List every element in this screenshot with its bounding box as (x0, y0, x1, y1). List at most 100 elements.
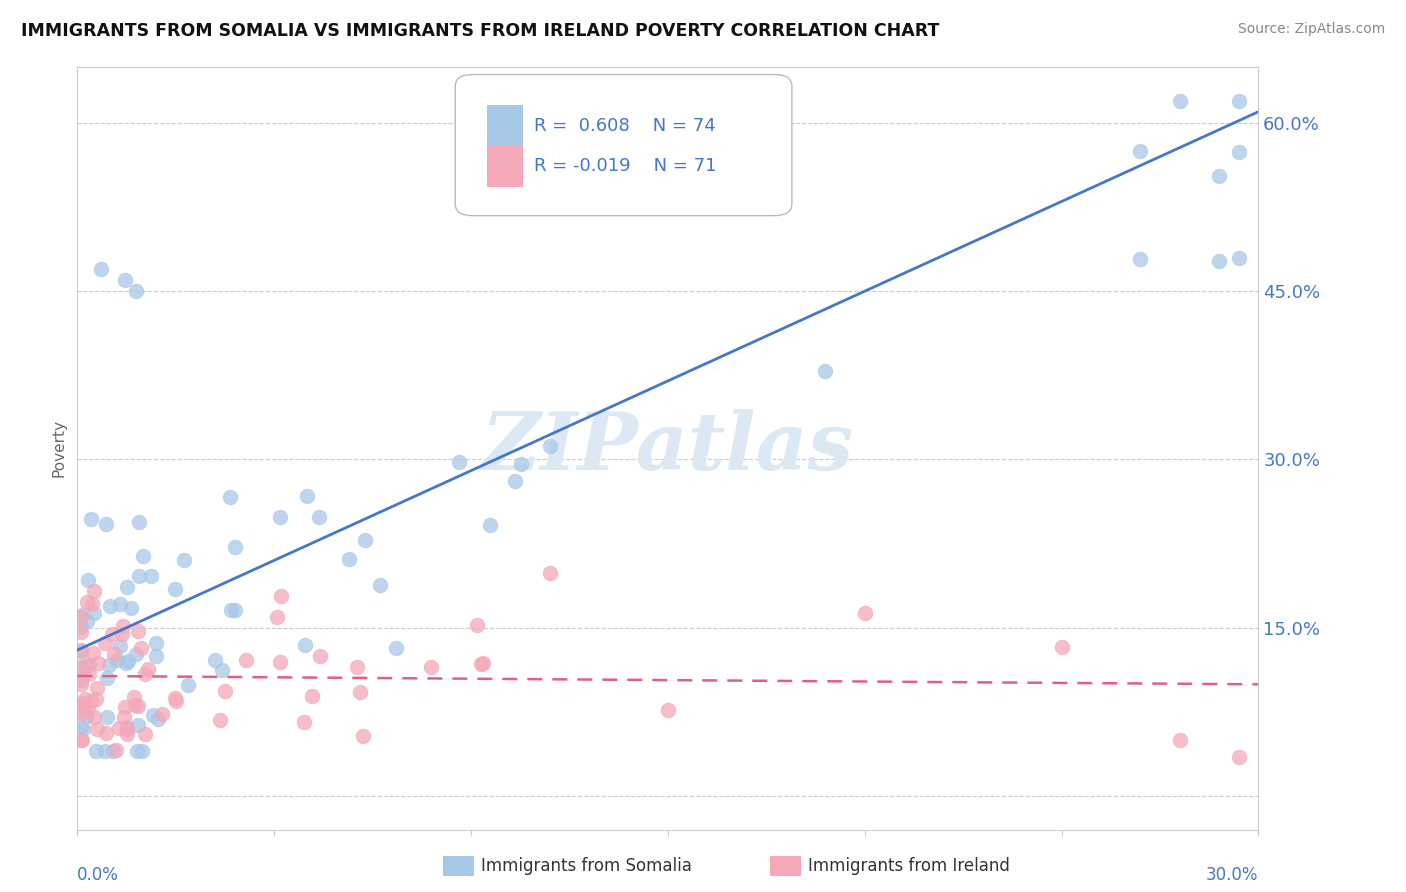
Point (86, 722, 108, 736)
Text: ZIPatlas: ZIPatlas (482, 409, 853, 487)
Point (75, 709, 97, 723)
Point (112, 710, 135, 724)
Point (214, 684, 236, 698)
Point (853, 606, 876, 620)
Point (101, 744, 124, 758)
Point (72, 732, 94, 747)
Point (76, 702, 98, 716)
Point (1050, 640, 1073, 655)
Point (145, 649, 167, 664)
Point (269, 655, 291, 669)
Point (70, 703, 93, 717)
Point (1168, 94, 1191, 108)
Point (84, 744, 107, 758)
Point (349, 685, 371, 699)
Text: 30.0%: 30.0% (1206, 866, 1258, 884)
Point (70, 658, 93, 673)
Point (150, 707, 173, 722)
Point (1208, 169, 1230, 184)
Point (101, 626, 124, 640)
Point (295, 489, 318, 503)
Point (70, 625, 93, 640)
Point (70, 720, 93, 734)
Point (76, 595, 98, 609)
Text: 0.0%: 0.0% (77, 866, 120, 884)
Point (90, 261, 112, 276)
FancyBboxPatch shape (486, 105, 523, 147)
Point (70, 643, 93, 657)
Point (72, 723, 94, 737)
Point (134, 667, 156, 681)
Point (219, 603, 242, 617)
Point (96, 671, 118, 685)
Point (141, 569, 163, 583)
Point (96, 516, 118, 531)
Point (235, 653, 257, 667)
Point (86, 691, 108, 706)
Point (465, 618, 488, 632)
Point (98, 599, 121, 614)
Point (134, 726, 156, 740)
Point (73, 698, 96, 712)
Point (814, 364, 837, 378)
Point (1129, 144, 1152, 158)
Point (510, 457, 533, 471)
Point (104, 743, 127, 757)
Point (146, 712, 169, 726)
Point (145, 636, 167, 650)
Point (93, 744, 115, 758)
Point (98, 658, 121, 673)
Point (125, 744, 148, 758)
Point (108, 597, 131, 611)
Point (77, 667, 100, 681)
Point (131, 744, 153, 758)
Point (83, 710, 105, 724)
Point (352, 730, 374, 744)
FancyBboxPatch shape (486, 145, 523, 187)
Point (419, 660, 441, 674)
Point (82, 646, 104, 660)
Point (368, 577, 391, 591)
Point (87, 656, 110, 670)
Text: R =  0.608    N = 74: R = 0.608 N = 74 (534, 117, 716, 135)
Point (309, 648, 332, 663)
Point (70, 673, 93, 687)
Point (70, 619, 93, 633)
Point (122, 690, 145, 705)
Point (131, 549, 153, 564)
Point (346, 660, 368, 674)
Point (128, 569, 150, 583)
Point (80, 512, 103, 526)
Point (77, 657, 100, 672)
Point (111, 627, 134, 641)
Point (117, 580, 139, 594)
Point (385, 641, 408, 656)
Point (105, 653, 128, 667)
Point (219, 490, 242, 504)
Point (127, 624, 149, 638)
Point (163, 691, 186, 706)
Text: IMMIGRANTS FROM SOMALIA VS IMMIGRANTS FROM IRELAND POVERTY CORRELATION CHART: IMMIGRANTS FROM SOMALIA VS IMMIGRANTS FR… (21, 22, 939, 40)
Point (80, 597, 103, 611)
Point (83, 584, 105, 599)
Point (70, 607, 93, 622)
Text: Source: ZipAtlas.com: Source: ZipAtlas.com (1237, 22, 1385, 37)
Point (1227, 749, 1250, 764)
Point (108, 639, 131, 653)
Point (538, 566, 561, 580)
Point (1227, 94, 1250, 108)
Point (125, 284, 148, 298)
Point (301, 689, 323, 703)
Point (142, 708, 165, 723)
Point (472, 657, 495, 671)
Point (114, 699, 136, 714)
Point (117, 720, 139, 734)
Point (657, 703, 679, 717)
Point (80, 693, 103, 707)
Point (125, 647, 148, 661)
Point (165, 693, 187, 707)
Point (114, 273, 136, 287)
Point (1227, 145, 1250, 159)
Point (111, 618, 134, 632)
Point (479, 517, 502, 532)
